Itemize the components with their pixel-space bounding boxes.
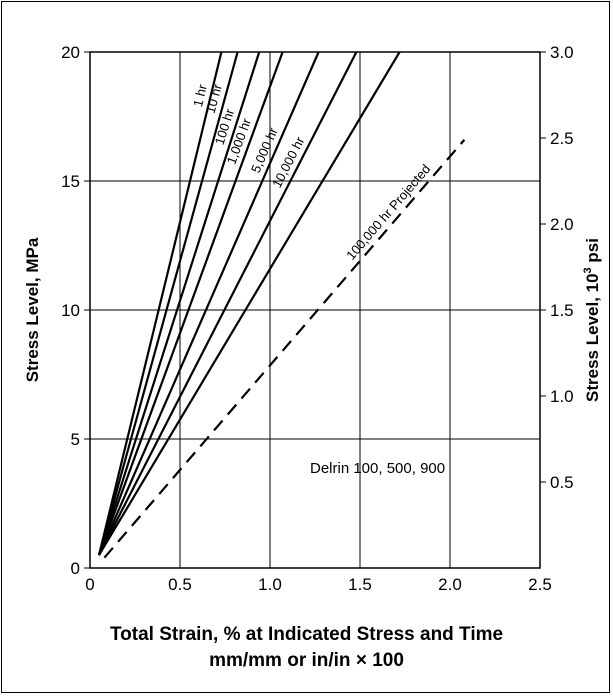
x-tick-label: 0.5 xyxy=(168,575,192,594)
y-axis-right-label-main: Stress Level, 10 xyxy=(583,273,602,402)
y-axis-right-label-sup: 3 xyxy=(582,267,594,273)
y-axis-right-label: Stress Level, 103 psi xyxy=(582,238,602,402)
plot-area-border xyxy=(89,51,541,569)
x-tick-label: 1.0 xyxy=(258,575,282,594)
y-right-tick-label: 1.5 xyxy=(550,301,574,320)
tick-labels: 0 0.5 1.0 1.5 2.0 2.5 0 5 10 15 20 0.5 1.0 1.5 2.0 2.5 3… xyxy=(61,43,574,594)
y-axis-right-label-unit: psi xyxy=(583,238,602,267)
curve-label: 100,000 hr Projected xyxy=(343,161,433,262)
series-line xyxy=(98,51,401,556)
series-line xyxy=(97,51,223,556)
curve-label: 1 hr xyxy=(190,82,210,108)
grid-lines xyxy=(84,51,546,569)
y-left-tick-label: 10 xyxy=(61,301,80,320)
x-axis-label-line1: Total Strain, % at Indicated Stress and … xyxy=(109,624,504,645)
y-left-tick-label: 5 xyxy=(71,430,80,449)
y-right-tick-label: 2.0 xyxy=(550,215,574,234)
series-line xyxy=(97,51,239,556)
series-line xyxy=(98,51,358,556)
y-left-tick-label: 15 xyxy=(61,172,80,191)
x-tick-label: 0 xyxy=(85,575,94,594)
x-axis-label-line2: mm/mm or in/in × 100 xyxy=(209,650,404,671)
y-axis-left-label: Stress Level, MPa xyxy=(23,237,42,382)
y-left-tick-label: 20 xyxy=(61,43,80,62)
series-line xyxy=(97,51,261,556)
y-right-tick-label: 0.5 xyxy=(550,473,574,492)
y-left-tick-label: 0 xyxy=(71,559,80,578)
y-right-tick-label: 3.0 xyxy=(550,43,574,62)
y-right-tick-label: 2.5 xyxy=(550,129,574,148)
series-group xyxy=(97,51,466,559)
x-tick-label: 2.5 xyxy=(528,575,552,594)
annotation: Delrin 100, 500, 900 xyxy=(310,460,445,477)
y-right-tick-label: 1.0 xyxy=(550,387,574,406)
x-tick-label: 2.0 xyxy=(438,575,462,594)
series-line xyxy=(97,51,320,556)
series-line xyxy=(97,51,284,556)
x-tick-label: 1.5 xyxy=(348,575,372,594)
series-line xyxy=(103,139,466,559)
